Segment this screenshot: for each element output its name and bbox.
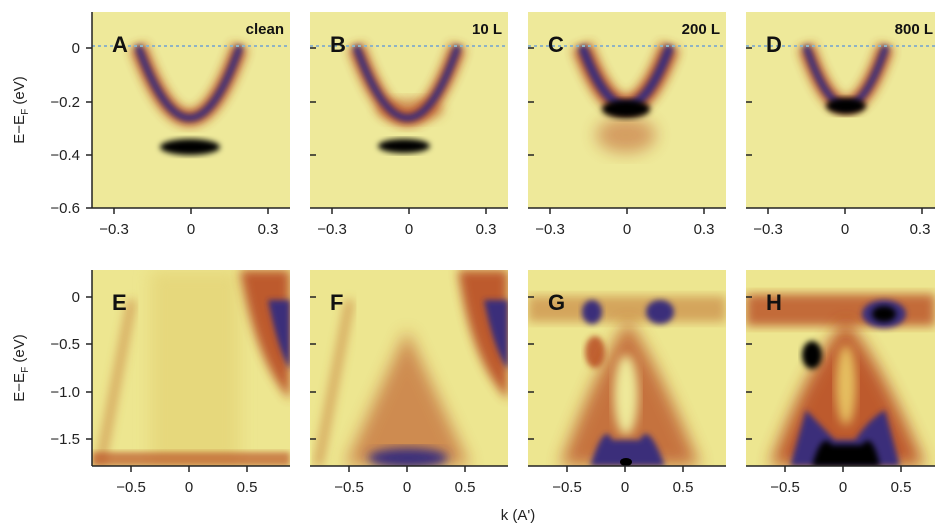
bottom-ytick-1: −0.5 <box>50 336 80 353</box>
top-xtick-d-1: 0 <box>841 221 849 238</box>
top-ytick-0: 0 <box>72 40 80 57</box>
bottom-xtick-g-2: 0.5 <box>673 479 694 496</box>
panel-b-letter: B <box>330 32 346 57</box>
top-y-axis <box>86 12 752 209</box>
panel-e-letter: E <box>112 290 127 315</box>
top-x-axes <box>92 207 935 214</box>
panel-c-dose: 200 L <box>682 21 720 38</box>
panel-b-dose: 10 L <box>472 21 502 38</box>
panel-f: F <box>310 270 508 466</box>
bottom-x-axis-title: k (A') <box>501 507 536 524</box>
top-xtick-a-0: −0.3 <box>99 221 129 238</box>
panel-h: H <box>746 270 935 466</box>
bottom-xtick-f-0: −0.5 <box>334 479 364 496</box>
panel-e: E <box>92 270 290 466</box>
band-bottom-intensity <box>160 139 220 155</box>
bottom-xtick-g-1: 0 <box>621 479 629 496</box>
top-xtick-c-2: 0.3 <box>694 221 715 238</box>
bottom-ytick-2: −1.0 <box>50 384 80 401</box>
bottom-ytick-3: −1.5 <box>50 431 80 448</box>
bottom-xtick-h-0: −0.5 <box>770 479 800 496</box>
panel-g-letter: G <box>548 290 565 315</box>
top-xtick-a-1: 0 <box>187 221 195 238</box>
top-ytick-3: −0.6 <box>50 200 80 217</box>
bottom-xtick-h-2: 0.5 <box>891 479 912 496</box>
panel-a-dose: clean <box>246 21 284 38</box>
panel-a-letter: A <box>112 32 128 57</box>
panel-c: C 200 L <box>528 12 726 208</box>
bottom-xtick-e-0: −0.5 <box>116 479 146 496</box>
bottom-xtick-f-2: 0.5 <box>455 479 476 496</box>
top-xtick-a-2: 0.3 <box>258 221 279 238</box>
top-y-axis-title: E−EF (eV) <box>11 76 31 143</box>
top-ytick-2: −0.4 <box>50 147 80 164</box>
panel-b: B 10 L <box>310 12 508 208</box>
bottom-y-axis-title: E−EF (eV) <box>11 334 31 401</box>
bottom-xtick-f-1: 0 <box>403 479 411 496</box>
top-xtick-d-0: −0.3 <box>753 221 783 238</box>
panel-a: A clean <box>92 12 290 208</box>
top-xtick-c-0: −0.3 <box>535 221 565 238</box>
bottom-xtick-h-1: 0 <box>839 479 847 496</box>
top-xtick-b-2: 0.3 <box>476 221 497 238</box>
bottom-ytick-0: 0 <box>72 289 80 306</box>
bottom-x-axes <box>92 465 935 472</box>
panel-d-dose: 800 L <box>895 21 933 38</box>
top-xtick-c-1: 0 <box>623 221 631 238</box>
panel-c-letter: C <box>548 32 564 57</box>
panel-d-letter: D <box>766 32 782 57</box>
panel-d: D 800 L <box>746 12 935 208</box>
top-xtick-b-0: −0.3 <box>317 221 347 238</box>
bottom-xtick-e-1: 0 <box>185 479 193 496</box>
panel-g: G <box>528 270 726 466</box>
panel-f-letter: F <box>330 290 343 315</box>
bottom-xtick-e-2: 0.5 <box>237 479 258 496</box>
bottom-xtick-g-0: −0.5 <box>552 479 582 496</box>
top-xtick-d-2: 0.3 <box>910 221 931 238</box>
bottom-y-axis <box>86 270 752 466</box>
top-ytick-1: −0.2 <box>50 94 80 111</box>
top-xtick-b-1: 0 <box>405 221 413 238</box>
panel-h-letter: H <box>766 290 782 315</box>
